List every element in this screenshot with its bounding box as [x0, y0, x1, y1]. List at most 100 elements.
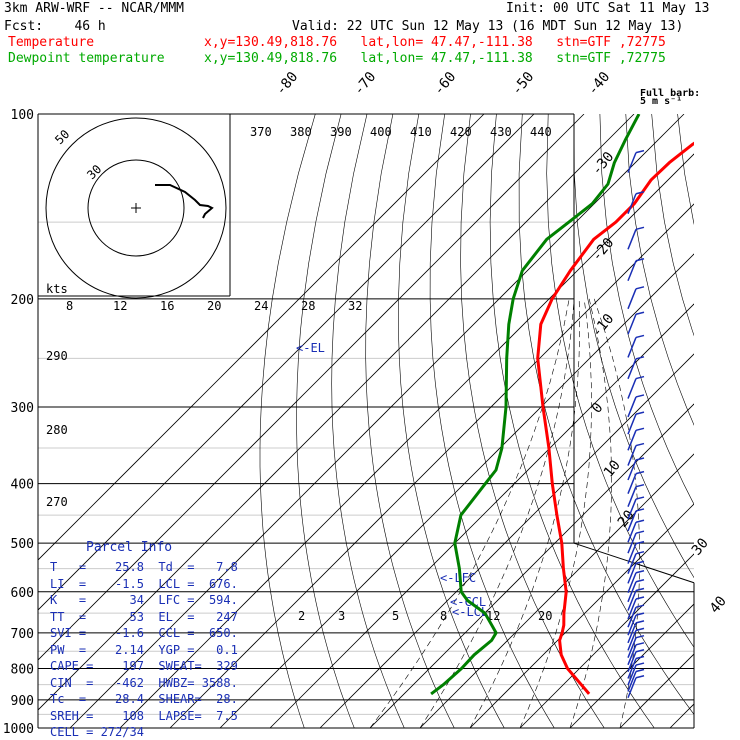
- wind-barb-flag: [635, 427, 645, 432]
- wind-barb-flag: [635, 375, 645, 380]
- temperature-location: x,y=130.49,818.76 lat,lon= 47.47,-111.38…: [204, 35, 666, 50]
- wind-barb-flag: [635, 579, 645, 583]
- parcel-info-row: T = 25.8 Td = 7.8: [50, 560, 238, 574]
- wind-barb-flag: [635, 149, 645, 154]
- wind-barb-flag: [635, 496, 645, 500]
- profiles: [430, 114, 694, 696]
- isotherm-label: -10: [589, 311, 618, 341]
- pressure-tick-label: 800: [11, 662, 34, 677]
- isotherm: [169, 203, 694, 728]
- pressure-tick-label: 400: [11, 478, 34, 493]
- isotherm-label: -60: [431, 69, 460, 99]
- dry-adiabat: [573, 114, 694, 579]
- wind-barb-flag: [635, 483, 645, 488]
- grid-layer: [37, 113, 695, 729]
- level-marker: <-EL: [296, 341, 325, 355]
- wind-barb: [627, 581, 637, 603]
- parcel-info-row: SVI = -1.6 CCL = 650.: [50, 626, 238, 640]
- hodo-axis-label: 12: [113, 299, 127, 313]
- dry-adiabat: [651, 114, 694, 337]
- wind-barb: [627, 193, 637, 215]
- dewpoint-line: [430, 114, 641, 696]
- isotherm: [69, 114, 685, 728]
- hodo-axis-label: 16: [160, 299, 174, 313]
- wind-barb: [627, 358, 637, 380]
- wind-barb-flag: [635, 662, 645, 666]
- isotherm: [369, 403, 694, 728]
- theta-label: 370: [250, 125, 272, 139]
- wind-barb-flag: [635, 655, 645, 660]
- wind-barb-flag: [635, 604, 645, 608]
- theta-label: 420: [450, 125, 472, 139]
- wind-barb: [627, 671, 637, 692]
- wind-barb-flag: [635, 311, 645, 315]
- temperature-legend: Temperature: [8, 35, 95, 50]
- moist-adiabat: [419, 298, 575, 728]
- hodograph: 50 30 kts 8 12 16 20 24 28 32: [38, 114, 362, 313]
- hodo-ring: [87, 159, 185, 257]
- full-barb-label: Full barb:: [640, 88, 700, 99]
- wind-barb-flag: [635, 649, 645, 653]
- wind-barb: [627, 532, 637, 554]
- dry-adiabat: [296, 114, 355, 728]
- wind-barb-flag: [635, 596, 645, 600]
- isotherm: [269, 303, 694, 728]
- hodo-axis-label: 8: [66, 299, 73, 313]
- parcel-info-row: K = 34 LFC = 594.: [50, 593, 238, 607]
- dry-adiabat: [429, 114, 555, 728]
- theta-label-left: 270: [46, 495, 68, 509]
- right-axis-lower: [573, 542, 695, 584]
- wind-barb: [627, 459, 637, 481]
- wind-barb: [627, 651, 637, 673]
- wind-barb: [627, 313, 637, 335]
- isotherm: [669, 703, 694, 728]
- forecast-hour: Fcst: 46 h: [4, 19, 106, 34]
- moist-adiabat: [569, 298, 612, 728]
- parcel-info-panel: Parcel Info T = 25.8 Td = 7.8 LI = -1.5 L…: [46, 540, 238, 739]
- theta-label-left: 280: [46, 423, 68, 437]
- valid-time: Valid: 22 UTC Sun 12 May 13 (16 MDT Sun …: [292, 19, 684, 34]
- wind-barbs: [627, 149, 645, 699]
- hodo-axis-label: 24: [254, 299, 268, 313]
- wind-barb-flag: [635, 570, 645, 574]
- isotherm: [219, 253, 694, 728]
- wind-barb: [627, 553, 637, 574]
- parcel-info-row: CIN = -462 HWBZ= 3588.: [50, 675, 238, 690]
- wind-barb: [627, 413, 637, 435]
- parcel-info-row: PW = 2.14 YGP = 0.1: [50, 642, 238, 657]
- theta-label: 400: [370, 125, 392, 139]
- mixing-ratio-label: 8: [440, 609, 447, 623]
- hodo-axis-label: 28: [301, 299, 315, 313]
- hodo-units: kts: [46, 282, 68, 296]
- dry-adiabat: [599, 114, 694, 505]
- isotherm: [419, 453, 694, 728]
- hodo-trace: [155, 184, 214, 219]
- wind-barb-flag: [635, 394, 645, 398]
- wind-barb-flag: [635, 642, 645, 646]
- wind-barb: [627, 598, 637, 620]
- parcel-info-row: SREH = 108 LAPSE= 7.5: [50, 708, 238, 723]
- isotherm: [38, 114, 585, 661]
- moist-adiabat: [469, 298, 581, 728]
- parcel-info-row: Tc = 28.4 SHEAR= 28.: [50, 692, 238, 706]
- dry-adiabats: [259, 114, 694, 728]
- dry-adiabat: [398, 114, 505, 728]
- wind-barb-flag: [635, 560, 645, 565]
- level-marker: <-LFC: [440, 571, 476, 585]
- pressure-tick-label: 700: [11, 627, 34, 642]
- pressure-tick-label: 900: [11, 694, 34, 709]
- pressure-tick-label: 500: [11, 537, 34, 552]
- wind-barb: [627, 396, 637, 418]
- wind-barb: [627, 630, 637, 651]
- wind-barb-flag: [635, 508, 645, 512]
- wind-barb-flag: [635, 587, 645, 592]
- dry-adiabat: [331, 114, 405, 728]
- wind-barb: [627, 658, 637, 679]
- wind-barb: [627, 563, 637, 584]
- dry-adiabat: [677, 114, 694, 226]
- wind-barb-flag: [635, 668, 645, 673]
- wind-barb-flag: [635, 258, 645, 262]
- isotherm: [38, 114, 635, 711]
- isotherm: [38, 114, 535, 611]
- wind-barb: [627, 622, 637, 644]
